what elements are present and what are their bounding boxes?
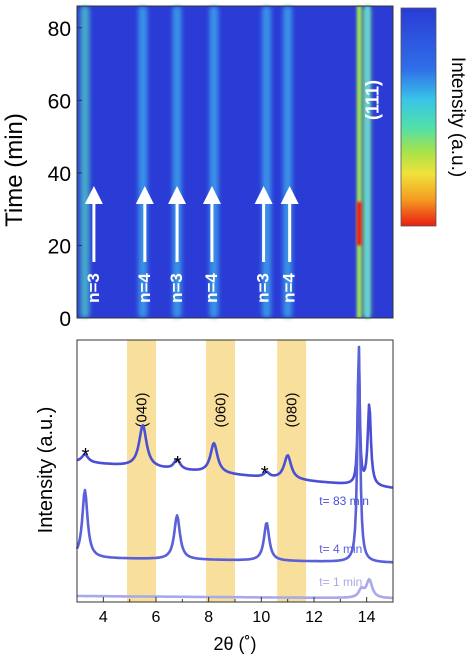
x-tick-label: 14 bbox=[358, 609, 376, 626]
y-tick-label: 20 bbox=[48, 235, 71, 258]
heatmap-background bbox=[77, 6, 393, 318]
xrd-annotations: * * * bbox=[82, 445, 269, 485]
streak-label: n=4 bbox=[202, 273, 221, 303]
heatmap-streak bbox=[138, 6, 148, 318]
heatmap-streak-split bbox=[365, 6, 370, 318]
streak-label: n=4 bbox=[280, 273, 299, 303]
colorbar-label: Intensity (a.u.) bbox=[447, 57, 468, 177]
band-label: (080) bbox=[284, 392, 301, 427]
heatmap-streak-hot bbox=[356, 201, 362, 246]
asterisk: * bbox=[82, 445, 90, 467]
band-label: (040) bbox=[134, 392, 151, 427]
heatmap-streak bbox=[209, 6, 219, 318]
streak-label: n=3 bbox=[254, 273, 273, 303]
xrd-x-axis: 4 6 8 10 12 14 bbox=[76, 597, 394, 626]
heatmap-frame bbox=[76, 5, 394, 319]
streak-label: n=4 bbox=[135, 273, 154, 303]
xrd-x-axis-label: 2θ (˚) bbox=[213, 634, 256, 654]
heatmap-streak bbox=[262, 6, 272, 318]
streak-label: n=3 bbox=[167, 273, 186, 303]
heatmap-streak bbox=[172, 6, 182, 318]
y-tick-label: 80 bbox=[48, 18, 71, 41]
xrd-y-axis-label: Intensity (a.u.) bbox=[35, 407, 57, 534]
heatmap-y-axis-label: Time (min) bbox=[1, 113, 28, 227]
streak-label: n=3 bbox=[84, 273, 103, 303]
xrd-line bbox=[76, 356, 394, 489]
x-tick-label: 6 bbox=[152, 609, 161, 626]
band-label: (060) bbox=[213, 392, 230, 427]
x-tick-label: 10 bbox=[252, 609, 270, 626]
colorbar: Intensity (a.u.) bbox=[400, 7, 468, 227]
y-tick-label: 60 bbox=[48, 90, 71, 113]
heatmap-y-axis: 0 20 40 60 80 bbox=[48, 18, 82, 331]
highlight-band bbox=[206, 340, 235, 602]
y-tick-label: 40 bbox=[48, 163, 71, 186]
highlight-bands: (040) (060) (080) bbox=[127, 340, 307, 602]
series-label: t= 4 min bbox=[319, 542, 362, 556]
x-tick-label: 8 bbox=[204, 609, 213, 626]
asterisk: * bbox=[174, 453, 182, 475]
heatmap-streak bbox=[283, 6, 293, 318]
asterisk: * bbox=[261, 463, 269, 485]
x-tick-label: 12 bbox=[305, 609, 323, 626]
y-tick-label: 0 bbox=[59, 308, 71, 331]
x-tick-label: 4 bbox=[99, 609, 108, 626]
highlight-band bbox=[127, 340, 156, 602]
heatmap-streak-core bbox=[356, 6, 362, 318]
heatmap-panel: n=3 n=4 n=3 n=4 n=3 n=4 (111) 0 20 40 60 80 Time (… bbox=[1, 5, 394, 331]
xrd-line bbox=[76, 577, 394, 600]
xrd-line bbox=[75, 345, 394, 564]
streak-label: (111) bbox=[363, 80, 383, 120]
heatmap-streak bbox=[80, 6, 90, 318]
heatmap-labels: n=3 n=4 n=3 n=4 n=3 n=4 (111) bbox=[84, 80, 383, 303]
series-label: t= 1 min bbox=[319, 575, 362, 589]
colorbar-gradient bbox=[400, 7, 437, 227]
